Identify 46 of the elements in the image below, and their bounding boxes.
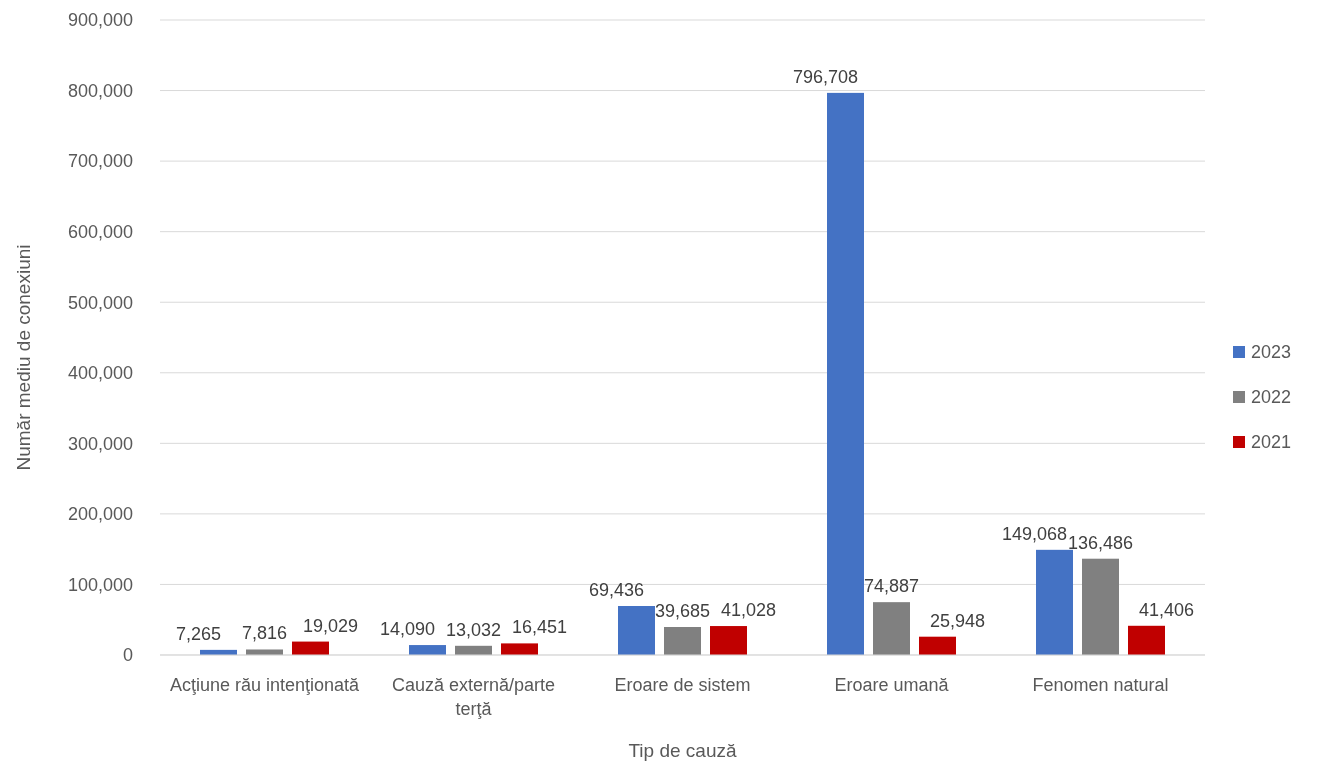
bar	[1128, 625, 1165, 655]
bar	[664, 627, 701, 655]
legend-label: 2021	[1251, 432, 1292, 453]
y-tick-label: 300,000	[67, 433, 133, 454]
data-label: 41,406	[1138, 599, 1195, 620]
x-tick-label: Eroare umană	[834, 675, 950, 695]
bar	[409, 645, 446, 655]
x-axis-title: Tip de cauză	[628, 740, 737, 761]
bar	[710, 626, 747, 655]
data-label: 7,265	[175, 623, 222, 644]
legend-label: 2023	[1251, 342, 1292, 363]
data-label: 16,451	[511, 617, 568, 638]
data-label: 136,486	[1067, 532, 1134, 553]
data-label: 74,887	[863, 576, 920, 597]
data-label: 69,436	[588, 580, 645, 601]
data-label: 14,090	[379, 619, 436, 640]
x-tick-label: Fenomen natural	[1032, 675, 1169, 695]
y-tick-label: 500,000	[67, 292, 133, 313]
y-tick-label: 0	[122, 645, 133, 666]
y-tick-label: 400,000	[67, 363, 133, 384]
y-tick-label: 700,000	[67, 151, 133, 172]
bar	[618, 606, 655, 655]
data-label: 796,708	[792, 66, 859, 87]
data-label: 41,028	[720, 600, 777, 621]
bar	[919, 636, 956, 655]
data-label: 149,068	[1001, 523, 1068, 544]
data-label: 19,029	[302, 615, 359, 636]
y-axis-title: Număr mediu de conexiuni	[13, 244, 34, 471]
bar	[501, 643, 538, 655]
bar	[827, 92, 864, 655]
legend-label: 2022	[1251, 387, 1292, 408]
bar	[873, 602, 910, 655]
bar	[1082, 558, 1119, 655]
y-tick-label: 600,000	[67, 221, 133, 242]
x-tick-label: Acţiune rău intenţionată	[169, 675, 361, 695]
x-tick-label: Eroare de sistem	[614, 675, 751, 695]
bar	[246, 649, 283, 655]
data-label: 13,032	[445, 619, 502, 640]
data-label: 39,685	[654, 601, 711, 621]
data-label: 25,948	[929, 610, 986, 631]
y-tick-label: 200,000	[67, 504, 133, 525]
y-tick-label: 100,000	[67, 574, 133, 595]
x-tick-label: Cauză externă/parte terţă	[391, 675, 556, 719]
data-label: 7,816	[241, 623, 288, 644]
y-tick-label: 900,000	[67, 10, 133, 31]
y-tick-label: 800,000	[67, 80, 133, 101]
